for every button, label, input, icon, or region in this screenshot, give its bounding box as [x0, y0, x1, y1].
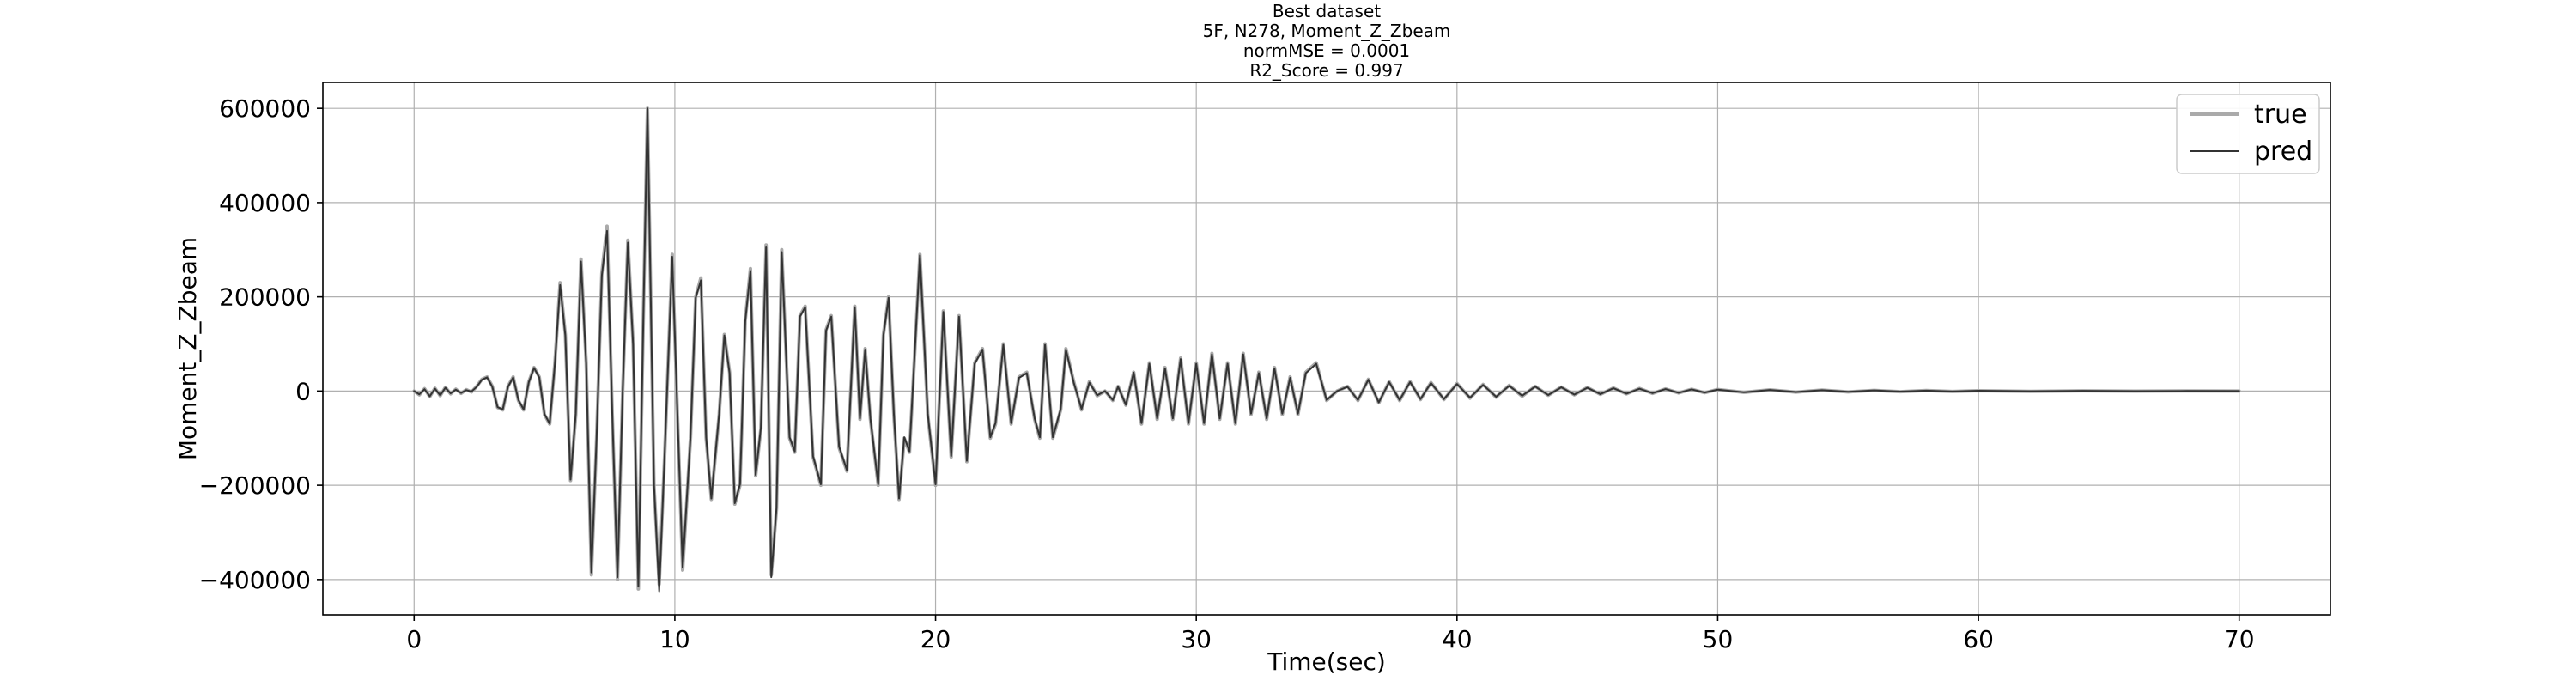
- series-layer: [412, 106, 2241, 593]
- series-line-pred: [413, 107, 2240, 593]
- y-tick-label: 600000: [219, 94, 311, 123]
- x-axis-label: Time(sec): [1267, 647, 1386, 676]
- x-tick-label: 10: [659, 625, 690, 654]
- x-tick-label: 40: [1442, 625, 1473, 654]
- x-tick-label: 60: [1963, 625, 1994, 654]
- y-tick-label: 400000: [219, 189, 311, 217]
- legend: true pred: [2176, 94, 2320, 174]
- chart-title-line-1: Best dataset: [1273, 1, 1381, 21]
- y-tick-label: −400000: [199, 566, 311, 594]
- x-tick-label: 0: [406, 625, 422, 654]
- x-tick-label: 20: [920, 625, 951, 654]
- y-tick-label: 200000: [219, 283, 311, 312]
- y-tick-label: 0: [295, 377, 311, 405]
- x-tick-label: 70: [2224, 625, 2255, 654]
- x-tick-label: 30: [1181, 625, 1212, 654]
- chart-title-line-2: 5F, N278, Moment_Z_Zbeam: [1203, 21, 1451, 41]
- legend-pred-label: pred: [2254, 137, 2312, 167]
- tick-layer: 0 10 20 30 40 50 60 70 −400000 −200000 0 200000 4000…: [199, 94, 2255, 654]
- x-tick-label: 50: [1703, 625, 1734, 654]
- chart-title-line-3: normMSE = 0.0001: [1243, 40, 1410, 61]
- chart-title-line-4: R2_Score = 0.997: [1249, 60, 1403, 81]
- y-axis-label: Moment_Z_Zbeam: [173, 237, 202, 460]
- legend-true-label: true: [2254, 100, 2307, 130]
- plot-frame: [322, 82, 2331, 616]
- y-tick-label: −200000: [199, 471, 311, 500]
